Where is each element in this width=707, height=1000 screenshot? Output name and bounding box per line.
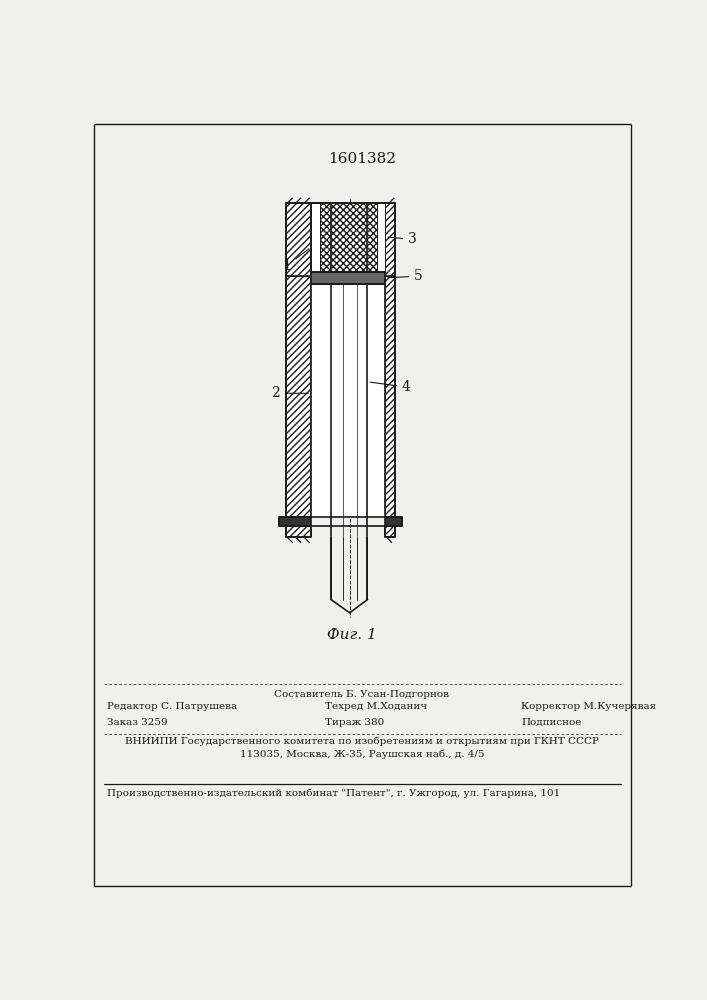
Text: Редактор С. Патрушева: Редактор С. Патрушева — [107, 702, 238, 711]
Text: Фиг. 1: Фиг. 1 — [327, 628, 377, 642]
Text: 1601382: 1601382 — [328, 152, 396, 166]
Text: Корректор М.Кучерявая: Корректор М.Кучерявая — [521, 702, 657, 711]
Text: 5: 5 — [388, 269, 423, 283]
Text: Техред М.Ходанич: Техред М.Ходанич — [325, 702, 427, 711]
Text: Тираж 380: Тираж 380 — [325, 718, 384, 727]
Text: 113035, Москва, Ж-35, Раушская наб., д. 4/5: 113035, Москва, Ж-35, Раушская наб., д. … — [240, 749, 484, 759]
Bar — [385, 203, 395, 276]
Bar — [286, 203, 311, 276]
Bar — [279, 517, 311, 526]
Text: 2: 2 — [271, 386, 308, 400]
Bar — [385, 526, 395, 537]
Bar — [311, 272, 385, 284]
Text: 1: 1 — [282, 249, 309, 273]
Text: Подписное: Подписное — [521, 718, 582, 727]
Bar — [378, 203, 385, 276]
Text: 4: 4 — [370, 380, 411, 394]
Bar — [311, 276, 385, 517]
Bar — [385, 517, 402, 526]
Bar — [286, 276, 311, 517]
Text: Производственно-издательский комбинат "Патент", г. Ужгород, ул. Гагарина, 101: Производственно-издательский комбинат "П… — [107, 788, 561, 798]
Bar — [311, 203, 385, 276]
Bar — [286, 526, 311, 537]
Bar — [311, 203, 320, 276]
Bar — [385, 276, 395, 517]
Text: ВНИИПИ Государственного комитета по изобретениям и открытиям при ГКНТ СССР: ВНИИПИ Государственного комитета по изоб… — [125, 736, 599, 746]
Text: Заказ 3259: Заказ 3259 — [107, 718, 168, 727]
Text: 3: 3 — [388, 232, 417, 246]
Text: Составитель Б. Усан-Подгорнов: Составитель Б. Усан-Подгорнов — [274, 690, 450, 699]
